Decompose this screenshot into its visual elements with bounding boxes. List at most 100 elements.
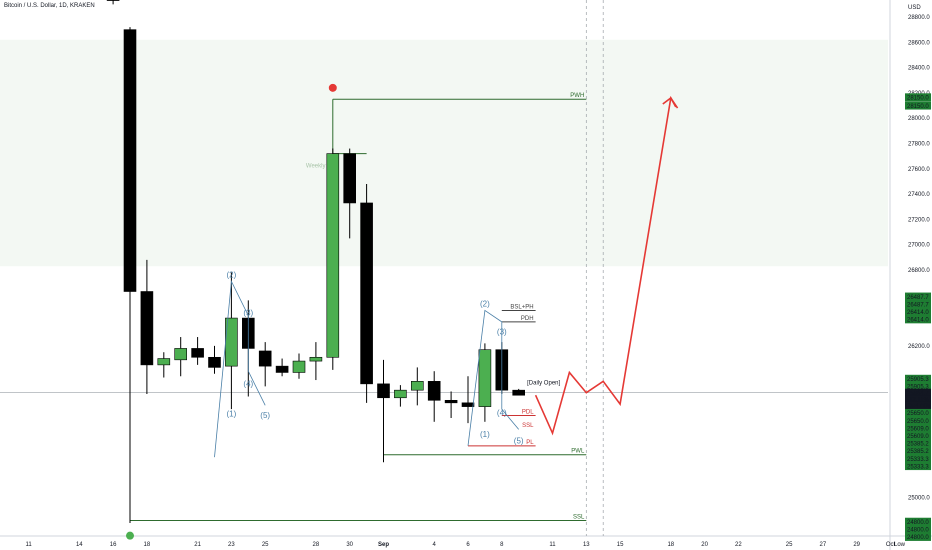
price-tick-label: 27400.0 bbox=[908, 192, 930, 198]
forecast-arrowhead bbox=[662, 96, 677, 108]
price-badge-text: 25650.0 bbox=[907, 411, 929, 417]
wave1-label: (1) bbox=[227, 410, 237, 419]
forecast-path bbox=[534, 95, 679, 436]
price-badge bbox=[905, 101, 931, 110]
level-label: PL bbox=[526, 440, 534, 446]
time-tick-label: 23 bbox=[228, 542, 235, 548]
candle-down bbox=[208, 356, 221, 368]
time-tick-label: 8 bbox=[500, 542, 504, 548]
time-tick-label: 11 bbox=[25, 542, 32, 548]
price-badge bbox=[905, 424, 931, 433]
candle-down bbox=[512, 389, 526, 396]
candle-up bbox=[309, 356, 323, 362]
time-tick-label: Sep bbox=[378, 542, 389, 548]
price-badge bbox=[905, 462, 931, 471]
price-tick-label: 27600.0 bbox=[908, 167, 930, 173]
price-badge bbox=[905, 93, 931, 102]
wave1-label: (2) bbox=[227, 271, 237, 280]
price-badge-text: 25905.3 bbox=[907, 385, 929, 391]
chart-title: Bitcoin / U.S. Dollar, 1D, KRAKEN bbox=[4, 3, 95, 9]
price-tick-label: 26800.0 bbox=[908, 268, 930, 274]
candle-down bbox=[191, 348, 204, 358]
wave2-label: (4) bbox=[497, 408, 507, 417]
high-marker bbox=[328, 83, 337, 92]
price-tick-label: 26200.0 bbox=[908, 344, 930, 350]
time-tick-label: 4 bbox=[433, 542, 437, 548]
time-tick-label: Oct bbox=[886, 542, 896, 548]
candle-up bbox=[410, 381, 424, 391]
price-badge bbox=[905, 439, 931, 448]
candle-down bbox=[343, 153, 357, 204]
price-tick-label: 27000.0 bbox=[908, 243, 930, 249]
price-tick-label: 28800.0 bbox=[908, 15, 930, 21]
time-tick-label: 18 bbox=[667, 542, 674, 548]
price-tick-label: 25000.0 bbox=[908, 496, 930, 502]
price-badge-text: 24800.0 bbox=[907, 528, 929, 534]
candle-down bbox=[140, 291, 154, 366]
price-badge bbox=[905, 388, 931, 397]
price-badge-text: 26487.7 bbox=[907, 302, 929, 308]
time-tick-label: 11 bbox=[549, 542, 556, 548]
price-badge-text: 24800.0 bbox=[907, 520, 929, 526]
wave2-label: (5) bbox=[514, 436, 524, 445]
wave1-label: (5) bbox=[260, 411, 270, 420]
price-badge bbox=[905, 416, 931, 425]
price-badge-text: 24800.0 bbox=[907, 535, 929, 541]
time-tick-label: 6 bbox=[466, 542, 470, 548]
candle-up bbox=[478, 349, 492, 407]
candle-down bbox=[275, 365, 289, 373]
time-tick-label: 13 bbox=[583, 542, 590, 548]
time-tick-label: 21 bbox=[194, 542, 201, 548]
price-badge bbox=[905, 395, 931, 404]
price-badge-text: 25385.2 bbox=[907, 449, 929, 455]
price-tick-label: 28000.0 bbox=[908, 116, 930, 122]
price-badge-text: 25333.3 bbox=[907, 464, 929, 470]
price-badge bbox=[905, 454, 931, 463]
candle-down bbox=[444, 399, 458, 404]
wave1-label: (3) bbox=[243, 309, 253, 318]
level-label: PDH bbox=[521, 316, 534, 322]
time-tick-label: 29 bbox=[853, 542, 860, 548]
price-tick-label: 27800.0 bbox=[908, 142, 930, 148]
level-label: SSL bbox=[573, 514, 585, 520]
time-tick-label: 14 bbox=[76, 542, 83, 548]
price-badge-text: 25385.2 bbox=[907, 442, 929, 448]
price-badge bbox=[905, 315, 931, 324]
time-tick-label: 22 bbox=[735, 542, 742, 548]
level-label: PDL bbox=[522, 409, 534, 415]
candle-down bbox=[360, 202, 373, 385]
daily-open-label: [Daily Open] bbox=[527, 381, 560, 387]
price-tick-label: 27200.0 bbox=[908, 217, 930, 223]
wave2-label: (1) bbox=[480, 430, 490, 439]
price-badge-text: 25864.7 bbox=[907, 391, 929, 397]
level-label: PWL bbox=[571, 449, 585, 455]
time-tick-label: 18 bbox=[144, 542, 151, 548]
currency-label: USD bbox=[908, 5, 921, 11]
ssl-label: SSL bbox=[522, 423, 534, 429]
price-tick-label: 28600.0 bbox=[908, 40, 930, 46]
candle-up bbox=[174, 348, 187, 361]
candle-down bbox=[258, 350, 272, 367]
price-badge-text: 28150.0 bbox=[907, 96, 929, 102]
price-badge bbox=[905, 382, 931, 391]
price-badge bbox=[905, 408, 931, 417]
candle-up bbox=[292, 360, 306, 373]
weekly-fvg-label: Weekly F bbox=[306, 164, 331, 170]
candle-up bbox=[326, 153, 340, 358]
time-tick-label: 15 bbox=[617, 542, 624, 548]
candle-up bbox=[157, 358, 171, 366]
price-badge-text: 25609.0 bbox=[907, 426, 929, 432]
candle-down bbox=[106, 0, 120, 1]
price-tick-label: 28400.0 bbox=[908, 66, 930, 72]
time-tick-label: 30 bbox=[346, 542, 353, 548]
fvg-zone bbox=[0, 39, 888, 267]
price-badge bbox=[905, 517, 931, 526]
price-badge bbox=[905, 292, 931, 301]
level-label: BSL+PH bbox=[510, 304, 533, 310]
price-badge-text: 26487.7 bbox=[907, 295, 929, 301]
time-tick-label: 27 bbox=[820, 542, 827, 548]
candle-down bbox=[461, 402, 475, 407]
price-badge bbox=[905, 374, 931, 383]
